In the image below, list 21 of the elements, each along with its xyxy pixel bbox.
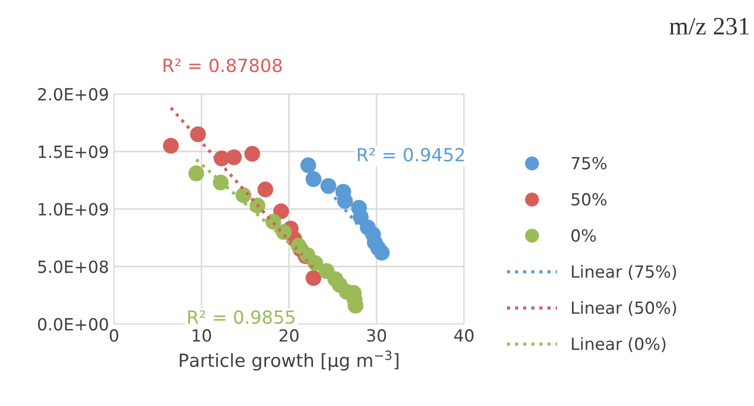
x-tick-label: 20 <box>280 329 298 342</box>
text: R² = 0.87808 <box>164 58 282 72</box>
annotation: R² = 0.9855 <box>188 310 294 324</box>
legend-label: 50% <box>572 193 606 206</box>
x-axis-title: Particle growth [μg m$^{−3}$] <box>180 350 398 371</box>
y-tick-label: 1.5E+09 <box>38 145 108 158</box>
legend-label: Linear (50%) <box>572 301 676 316</box>
legend-label: Linear (0%) <box>572 337 666 352</box>
legend-label: 0% <box>571 229 596 242</box>
y-tick-label: 2.0E+09 <box>38 88 108 101</box>
legend-label: Linear (75%) <box>572 265 676 280</box>
x-tick-label: 40 <box>454 329 474 342</box>
y-tick-label: 5.0E+08 <box>38 260 108 274</box>
annotation: R² = 0.9452 <box>358 148 464 162</box>
x-tick-label: 30 <box>367 329 386 342</box>
legend-label: 75% <box>572 156 606 170</box>
x-tick-label: 0 <box>110 329 118 342</box>
y-tick-label: 0.0E+00 <box>38 318 108 331</box>
y-tick-label: 1.0E+09 <box>38 202 108 216</box>
x-tick-label: 10 <box>192 329 211 342</box>
text: m/z 231 <box>670 18 749 35</box>
